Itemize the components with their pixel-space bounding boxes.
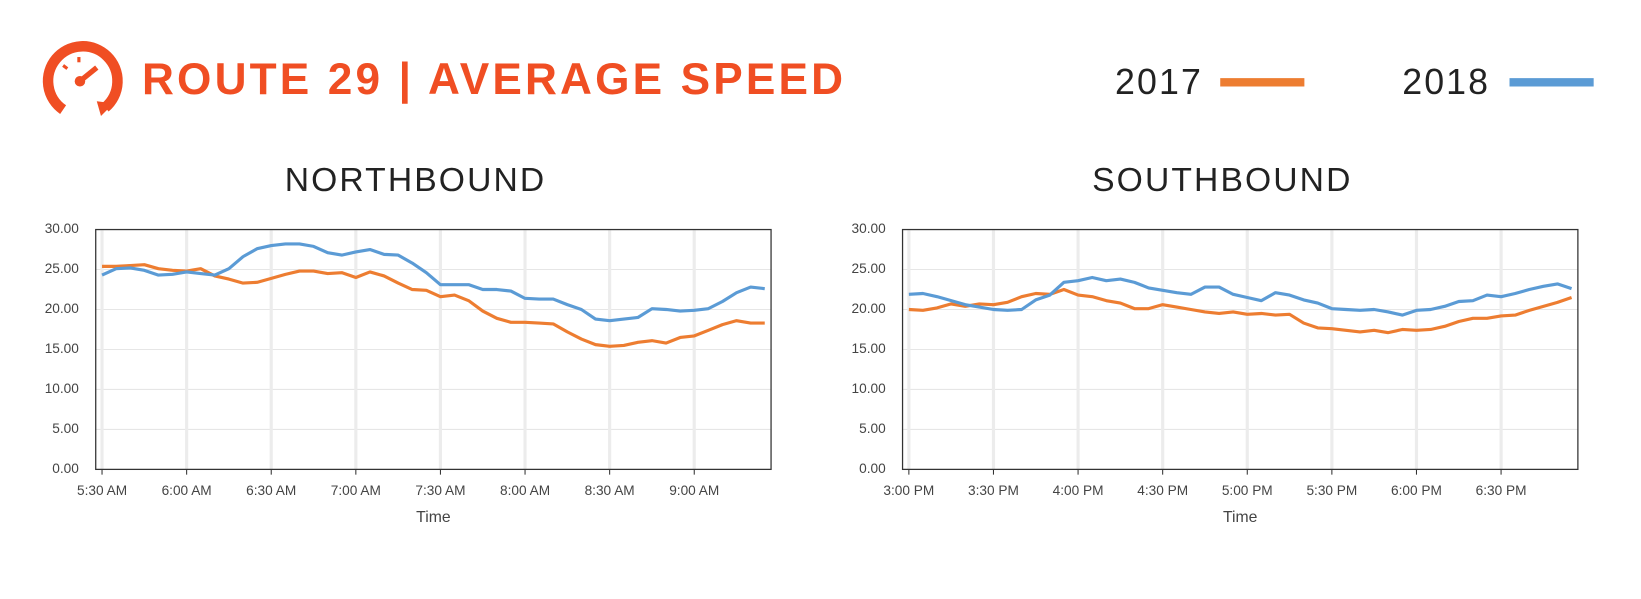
y-tick-label: 5.00	[859, 421, 886, 436]
x-tick-label: 8:00 AM	[500, 483, 550, 498]
legend-label: 2017	[1115, 62, 1203, 102]
x-tick-label: 7:30 AM	[415, 483, 465, 498]
x-tick-label: 6:30 PM	[1476, 483, 1527, 498]
chart-title: SOUTHBOUND	[1092, 162, 1352, 199]
x-tick-label: 5:30 PM	[1306, 483, 1357, 498]
x-tick-label: 7:00 AM	[331, 483, 381, 498]
y-tick-label: 0.00	[859, 461, 886, 476]
y-tick-label: 25.00	[45, 261, 80, 276]
y-tick-label: 20.00	[852, 301, 887, 316]
x-tick-label: 5:00 PM	[1222, 483, 1273, 498]
x-tick-label: 8:30 AM	[585, 483, 635, 498]
y-tick-label: 10.00	[852, 381, 887, 396]
plot-frame	[95, 228, 772, 471]
y-tick-label: 20.00	[45, 301, 80, 316]
y-tick-label: 10.00	[45, 381, 80, 396]
x-axis-label: Time	[1223, 509, 1258, 526]
series-line	[908, 287, 1573, 335]
y-tick-label: 15.00	[45, 341, 80, 356]
x-tick-label: 3:00 PM	[883, 483, 934, 498]
x-axis-label: Time	[416, 509, 451, 526]
y-tick-label: 0.00	[52, 461, 79, 476]
x-tick-label: 9:00 AM	[669, 483, 719, 498]
x-tick-label: 5:30 AM	[77, 483, 127, 498]
speed-icon	[42, 41, 123, 116]
y-tick-label: 25.00	[852, 261, 887, 276]
page-title: ROUTE 29 | AVERAGE SPEED	[142, 55, 846, 105]
y-tick-label: 30.00	[852, 221, 887, 236]
x-tick-label: 6:00 PM	[1391, 483, 1442, 498]
y-tick-label: 15.00	[852, 341, 887, 356]
y-tick-label: 5.00	[52, 421, 79, 436]
series-line	[101, 242, 765, 323]
x-tick-label: 4:00 PM	[1053, 483, 1104, 498]
x-tick-label: 6:30 AM	[246, 483, 296, 498]
x-tick-label: 6:00 AM	[162, 483, 212, 498]
legend-label: 2018	[1402, 62, 1490, 102]
x-tick-label: 4:30 PM	[1137, 483, 1188, 498]
plot-frame	[901, 228, 1579, 471]
x-tick-label: 3:30 PM	[968, 483, 1019, 498]
chart-title: NORTHBOUND	[285, 162, 547, 199]
y-tick-label: 30.00	[45, 221, 80, 236]
series-line	[908, 275, 1573, 317]
